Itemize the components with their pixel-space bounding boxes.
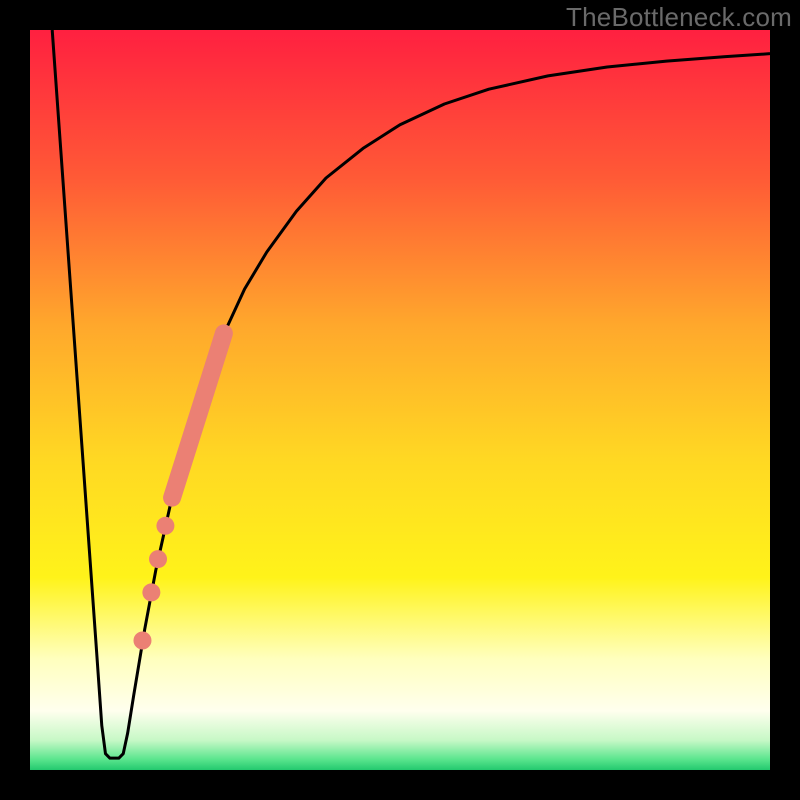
watermark-text: TheBottleneck.com: [566, 2, 792, 33]
highlight-dot: [149, 550, 167, 568]
highlight-dot: [133, 632, 151, 650]
chart-svg: [0, 0, 800, 800]
highlight-dot: [156, 517, 174, 535]
highlight-dot: [142, 583, 160, 601]
bottleneck-chart: TheBottleneck.com: [0, 0, 800, 800]
